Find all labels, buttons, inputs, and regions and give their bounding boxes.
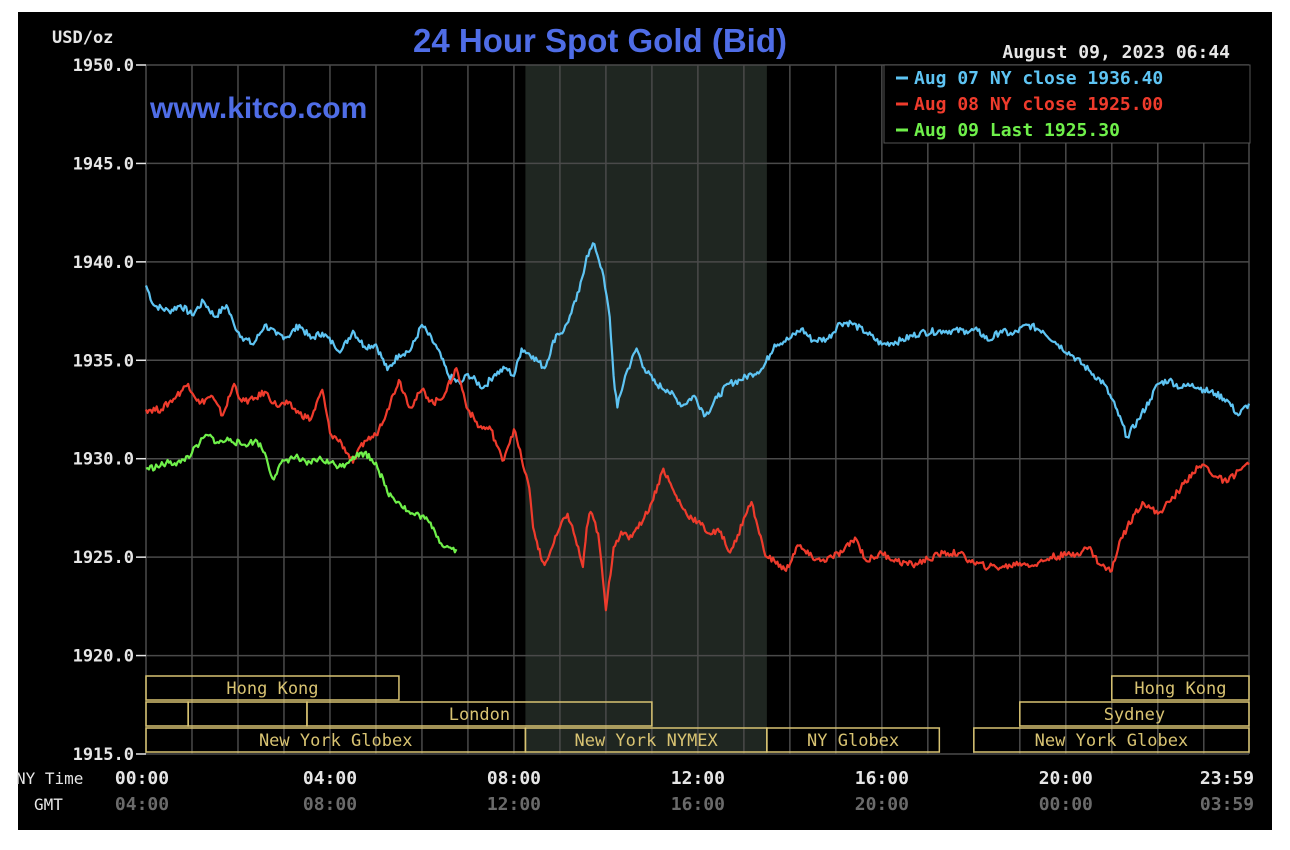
y-tick-label: 1940.0 [73, 253, 134, 273]
nymex-shaded-region [525, 65, 767, 754]
session-label: London [449, 705, 510, 725]
x-tick-label-ny: 04:00 [303, 768, 357, 789]
session-box [306, 701, 653, 727]
watermark-text: www.kitco.com [149, 92, 367, 125]
y-axis-label: USD/oz [52, 28, 113, 48]
session-label: New York NYMEX [574, 731, 718, 751]
y-tick-label: 1950.0 [73, 56, 134, 76]
legend: Aug 07 NY close 1936.40 Aug 08 NY close 1… [883, 64, 1251, 144]
x-tick-label-ny: 20:00 [1039, 768, 1093, 789]
session-box [1019, 701, 1250, 727]
series-line-aug-09 [145, 433, 458, 554]
x-tick-label-ny: 23:59 [1200, 768, 1254, 789]
legend-entry: Aug 08 NY close 1925.00 [914, 94, 1163, 115]
x-tick-label-gmt: 08:00 [303, 794, 357, 815]
axis-layer: 1950.0 1945.0 1940.0 1935.0 1930.0 1925.0 1920… [16, 56, 1254, 815]
grid-layer [145, 64, 1250, 755]
date-label: August 09, 2023 06:44 [1002, 42, 1230, 63]
session-label: Sydney [1104, 705, 1165, 725]
session-box [145, 675, 400, 701]
session-label: NY Globex [807, 731, 899, 751]
shaded-region-layer [525, 65, 767, 754]
y-tick-label: 1945.0 [73, 154, 134, 174]
chart-title: 24 Hour Spot Gold (Bid) [413, 22, 787, 59]
y-tick-label: 1925.0 [73, 548, 134, 568]
session-label: Hong Kong [226, 679, 318, 699]
y-tick-label: 1935.0 [73, 351, 134, 371]
x-tick-label-gmt: 20:00 [855, 794, 909, 815]
x-tick-label-gmt: 16:00 [671, 794, 725, 815]
session-label: New York Globex [259, 731, 413, 751]
x-tick-label-ny: 12:00 [671, 768, 725, 789]
session-label: Hong Kong [1134, 679, 1226, 699]
y-tick-label: 1920.0 [73, 647, 134, 667]
series-layer [144, 242, 1251, 612]
x-tick-label-gmt: 04:00 [115, 794, 169, 815]
session-box [973, 727, 1250, 753]
y-tick-label: 1915.0 [73, 745, 134, 765]
session-label: New York Globex [1035, 731, 1189, 751]
session-box [766, 727, 941, 753]
x-tick-label-ny: 00:00 [115, 768, 169, 789]
gmt-row-label: GMT [34, 795, 63, 814]
x-tick-label-gmt: 12:00 [487, 794, 541, 815]
legend-box [883, 64, 1251, 144]
ny-time-row-label: NY Time [16, 769, 83, 788]
session-box [1111, 675, 1250, 701]
x-tick-label-gmt: 00:00 [1039, 794, 1093, 815]
series-line-aug-08 [144, 367, 1250, 612]
legend-entry: Aug 07 NY close 1936.40 [914, 68, 1163, 89]
legend-entry: Aug 09 Last 1925.30 [914, 120, 1120, 141]
x-tick-label-ny: 16:00 [855, 768, 909, 789]
x-tick-label-ny: 08:00 [487, 768, 541, 789]
x-tick-label-gmt: 03:59 [1200, 794, 1254, 815]
market-sessions: Hong Kong London New York Globex New York N… [145, 675, 1250, 753]
series-line-aug-07 [144, 242, 1251, 439]
y-tick-label: 1930.0 [73, 450, 134, 470]
